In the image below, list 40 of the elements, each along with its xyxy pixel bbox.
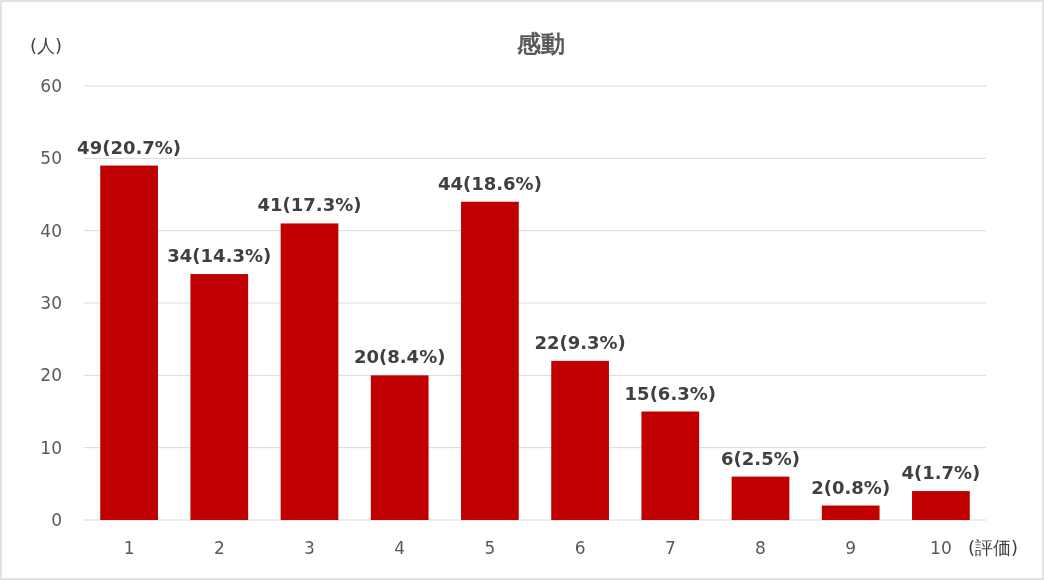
bar	[190, 274, 249, 520]
bar	[641, 411, 700, 520]
bar	[731, 476, 790, 520]
y-tick-label: 30	[40, 293, 62, 313]
x-tick-label: 3	[304, 538, 315, 558]
bar	[461, 201, 519, 520]
bar	[912, 491, 970, 520]
bar	[280, 223, 339, 520]
data-label: 34(14.3%)	[167, 245, 272, 267]
y-tick-label: 60	[40, 76, 62, 96]
y-tick-label: 40	[40, 220, 62, 241]
data-label: 44(18.6%)	[437, 172, 542, 194]
y-tick-label: 20	[40, 365, 62, 386]
x-tick-label: 4	[394, 538, 406, 558]
bar	[551, 360, 609, 520]
data-label: 2(0.8%)	[811, 476, 891, 498]
bar	[821, 505, 880, 520]
x-tick-label: 7	[664, 538, 676, 558]
data-label: 20(8.4%)	[353, 346, 446, 368]
x-tick-label: 1	[123, 538, 135, 558]
y-axis-title: (人)	[30, 35, 63, 56]
data-label: 6(2.5%)	[721, 447, 800, 469]
y-tick-label: 50	[40, 148, 62, 169]
bar	[370, 375, 429, 520]
y-tick-label: 10	[40, 437, 62, 458]
x-tick-label: 9	[845, 538, 857, 558]
x-tick-label: 6	[574, 538, 586, 558]
chart-title: 感動	[516, 30, 565, 58]
data-label: 22(9.3%)	[534, 331, 626, 353]
data-label: 15(6.3%)	[624, 382, 717, 404]
data-label: 4(1.7%)	[901, 462, 981, 484]
data-label: 41(17.3%)	[257, 194, 362, 216]
x-tick-label: 8	[755, 538, 766, 558]
x-axis-title: (評価)	[968, 537, 1019, 558]
data-label: 49(20.7%)	[77, 136, 182, 158]
x-tick-label: 2	[213, 538, 225, 558]
y-tick-label: 0	[51, 510, 62, 530]
x-tick-label: 10	[930, 538, 952, 558]
bar	[100, 165, 158, 520]
x-tick-label: 5	[484, 538, 496, 558]
